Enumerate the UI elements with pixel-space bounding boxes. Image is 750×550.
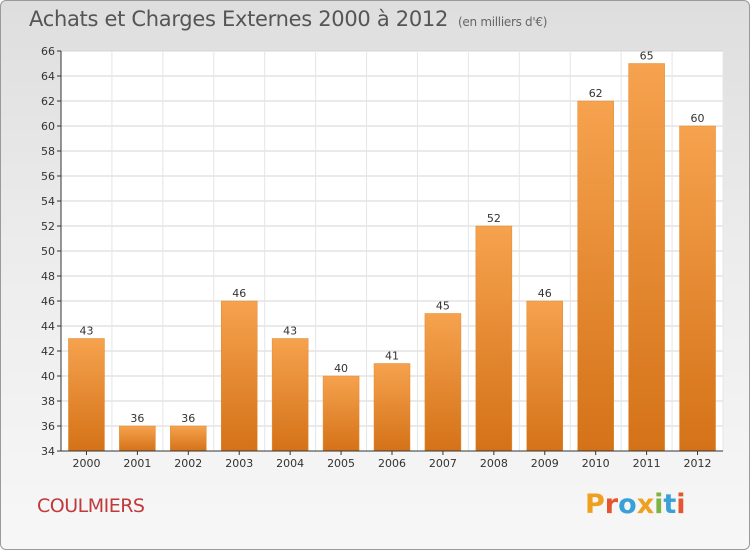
y-tick-label: 46 <box>41 295 55 308</box>
data-label: 46 <box>232 287 246 300</box>
y-tick-label: 58 <box>41 145 55 158</box>
data-label: 43 <box>283 325 297 338</box>
x-tick-label: 2000 <box>72 457 100 470</box>
y-tick-label: 44 <box>41 320 55 333</box>
bar <box>475 225 513 452</box>
y-tick-label: 56 <box>41 170 55 183</box>
bar <box>119 425 156 452</box>
data-label: 62 <box>589 87 603 100</box>
x-tick-label: 2010 <box>582 457 610 470</box>
bar <box>679 125 716 452</box>
x-tick-label: 2005 <box>327 457 355 470</box>
logo-letter: r <box>604 489 619 520</box>
logo-letter: x <box>636 489 655 520</box>
bar <box>373 363 411 452</box>
proxiti-logo: Proxiti <box>585 489 686 520</box>
data-label: 36 <box>130 412 144 425</box>
logo-letter: P <box>585 489 605 520</box>
logo-letter: o <box>618 489 637 520</box>
data-label: 60 <box>691 112 705 125</box>
y-tick-label: 50 <box>41 245 55 258</box>
y-tick-label: 36 <box>41 420 55 433</box>
bar <box>220 300 258 452</box>
x-tick-label: 2002 <box>174 457 202 470</box>
bar <box>628 63 665 452</box>
data-label: 46 <box>538 287 552 300</box>
data-label: 43 <box>79 325 93 338</box>
data-label: 52 <box>487 212 501 225</box>
data-label: 41 <box>385 350 399 363</box>
y-tick-label: 40 <box>41 370 55 383</box>
x-tick-label: 2009 <box>531 457 559 470</box>
y-tick-label: 62 <box>41 95 55 108</box>
bar <box>424 313 462 452</box>
bar <box>68 338 105 452</box>
logo-letter: i <box>676 489 686 520</box>
y-tick-label: 42 <box>41 345 55 358</box>
x-tick-label: 2008 <box>480 457 508 470</box>
x-tick-label: 2004 <box>276 457 304 470</box>
y-tick-label: 38 <box>41 395 55 408</box>
data-label: 40 <box>334 362 348 375</box>
x-tick-label: 2006 <box>378 457 406 470</box>
bar <box>526 300 564 452</box>
x-tick-label: 2012 <box>684 457 712 470</box>
logo-letter: i <box>654 489 664 520</box>
y-tick-label: 34 <box>41 445 55 458</box>
x-tick-label: 2001 <box>123 457 151 470</box>
x-tick-label: 2011 <box>633 457 661 470</box>
x-tick-label: 2007 <box>429 457 457 470</box>
chart-title: Achats et Charges Externes 2000 à 2012 (e… <box>29 7 547 31</box>
x-tick-label: 2003 <box>225 457 253 470</box>
chart-title-text: Achats et Charges Externes 2000 à 2012 <box>29 7 449 31</box>
bar <box>271 338 309 452</box>
y-tick-label: 60 <box>41 120 55 133</box>
bar <box>170 425 207 452</box>
logo-letter: t <box>663 489 677 520</box>
y-tick-label: 48 <box>41 270 55 283</box>
chart-subtitle: (en milliers d'€) <box>458 15 548 29</box>
y-tick-label: 54 <box>41 195 55 208</box>
data-label: 45 <box>436 300 450 313</box>
data-label: 36 <box>181 412 195 425</box>
commune-name: COULMIERS <box>37 495 145 517</box>
y-tick-label: 64 <box>41 70 55 83</box>
data-label: 65 <box>640 50 654 63</box>
bar <box>577 100 614 452</box>
y-tick-label: 66 <box>41 45 55 58</box>
y-tick-label: 52 <box>41 220 55 233</box>
bar <box>322 375 360 452</box>
